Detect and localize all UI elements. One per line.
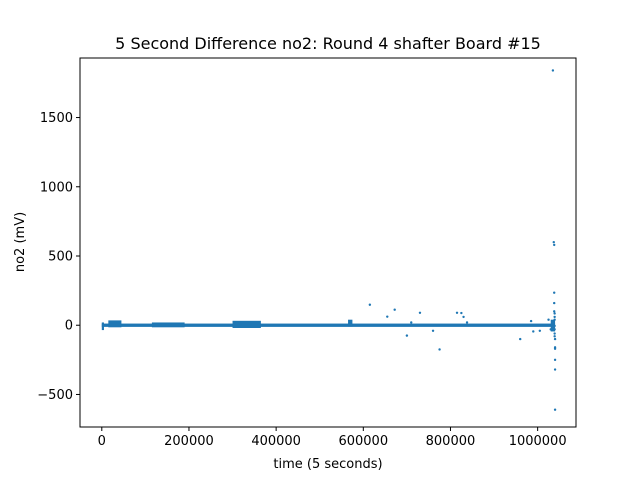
data-point [553,368,557,371]
data-point [519,337,522,341]
data-point [529,319,533,323]
y-tick-label: 1500 [40,111,73,126]
data-cluster [101,322,104,331]
data-point [551,69,555,72]
x-tick-label: 600000 [338,434,388,449]
x-tick-label: 1000000 [509,434,567,449]
data-point [553,312,556,315]
data-point [553,310,556,313]
data-point [418,311,422,314]
x-tick-label: 200000 [164,434,214,449]
data-cluster [108,320,122,328]
data-point [553,315,556,319]
data-point [553,408,557,411]
data-point [553,337,557,341]
y-axis-label: no2 (mV) [13,212,28,272]
data-point [405,334,409,337]
data-point [455,311,459,314]
y-tick-label: 0 [65,319,73,334]
data-cluster [151,322,185,328]
axes-frame [79,57,577,428]
data-point [549,328,552,331]
data-point [538,329,542,332]
data-band [101,323,556,327]
data-point [438,348,441,351]
x-tick-label: 0 [98,434,106,449]
data-points [101,69,557,411]
data-point [532,330,535,333]
data-point [553,324,556,328]
data-cluster [348,319,353,327]
data-point [553,328,556,331]
data-point [553,335,556,338]
y-tick-label: 500 [48,250,73,265]
y-axis-ticks: −500 0 500 1000 1500 [37,111,80,403]
data-point [552,240,555,244]
y-tick-label: 1000 [40,180,73,195]
data-point [465,321,469,324]
data-point [547,318,550,321]
data-point [410,321,413,324]
x-tick-label: 400000 [251,434,301,449]
data-point [460,311,463,315]
data-cluster [550,319,556,332]
data-point [553,318,556,321]
data-point [553,243,556,247]
data-point [553,358,557,362]
data-point [431,329,435,332]
data-point [386,315,389,318]
data-point [553,301,556,305]
data-point [553,347,557,350]
data-point [393,308,396,311]
x-axis-label: time (5 seconds) [273,457,382,472]
data-point [553,291,556,294]
data-point [553,332,556,335]
data-cluster [232,320,261,328]
data-point [462,315,465,319]
x-tick-label: 800000 [426,434,476,449]
data-point [368,303,372,306]
chart-title: 5 Second Difference no2: Round 4 shafter… [115,34,541,53]
x-axis-ticks: 0 200000 400000 600000 800000 1000000 [98,427,567,449]
y-tick-label: −500 [37,388,73,403]
